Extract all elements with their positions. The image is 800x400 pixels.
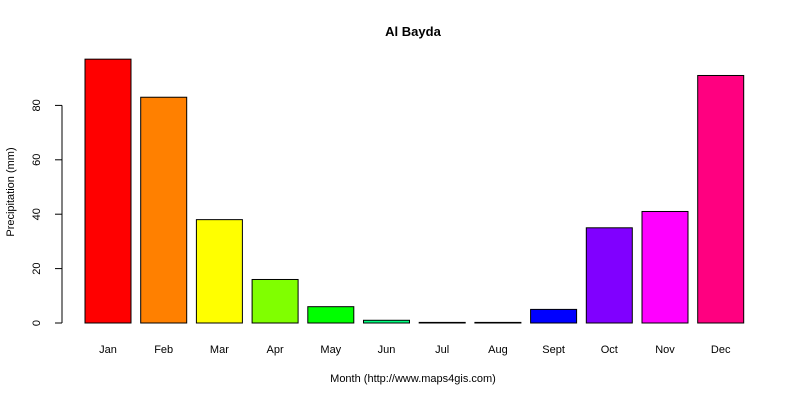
y-axis: 0 20 40 60 80 [31, 99, 63, 326]
y-tick-label: 0 [31, 320, 43, 326]
bars-group [84, 58, 745, 324]
y-tick-label: 40 [31, 208, 43, 220]
bar-may [307, 306, 355, 324]
x-tick-label: Jul [435, 344, 449, 356]
bar-apr [251, 278, 299, 324]
x-tick-label: Mar [210, 344, 229, 356]
bar-jun [363, 319, 410, 324]
bar-oct [585, 227, 633, 324]
x-tick-label: Feb [154, 344, 173, 356]
bar-aug [474, 321, 522, 324]
y-axis-title: Precipitation (mm) [5, 147, 17, 236]
chart-title: Al Bayda [385, 24, 441, 39]
x-axis-title: Month (http://www.maps4gis.com) [330, 373, 496, 385]
x-tick-labels: Jan Feb Mar Apr May Jun Jul Aug Sept Oct Nov Dec [99, 344, 731, 356]
x-tick-label: Jun [378, 344, 396, 356]
x-tick-label: Aug [488, 344, 508, 356]
x-tick-label: Apr [267, 344, 284, 356]
x-tick-label: May [320, 344, 341, 356]
y-tick-label: 20 [31, 262, 43, 274]
x-tick-label: Nov [655, 344, 675, 356]
bar-nov [641, 210, 689, 324]
bar-jan [84, 58, 132, 324]
y-tick-label: 60 [31, 154, 43, 166]
x-tick-label: Oct [601, 344, 618, 356]
bar-jul [418, 321, 466, 324]
x-tick-label: Jan [99, 344, 117, 356]
bar-feb [140, 96, 188, 324]
bar-dec [697, 74, 745, 324]
bar-sept [530, 308, 578, 324]
bar-mar [195, 219, 243, 324]
y-tick-label: 80 [31, 99, 43, 111]
x-tick-label: Dec [711, 344, 731, 356]
x-tick-label: Sept [542, 344, 565, 356]
